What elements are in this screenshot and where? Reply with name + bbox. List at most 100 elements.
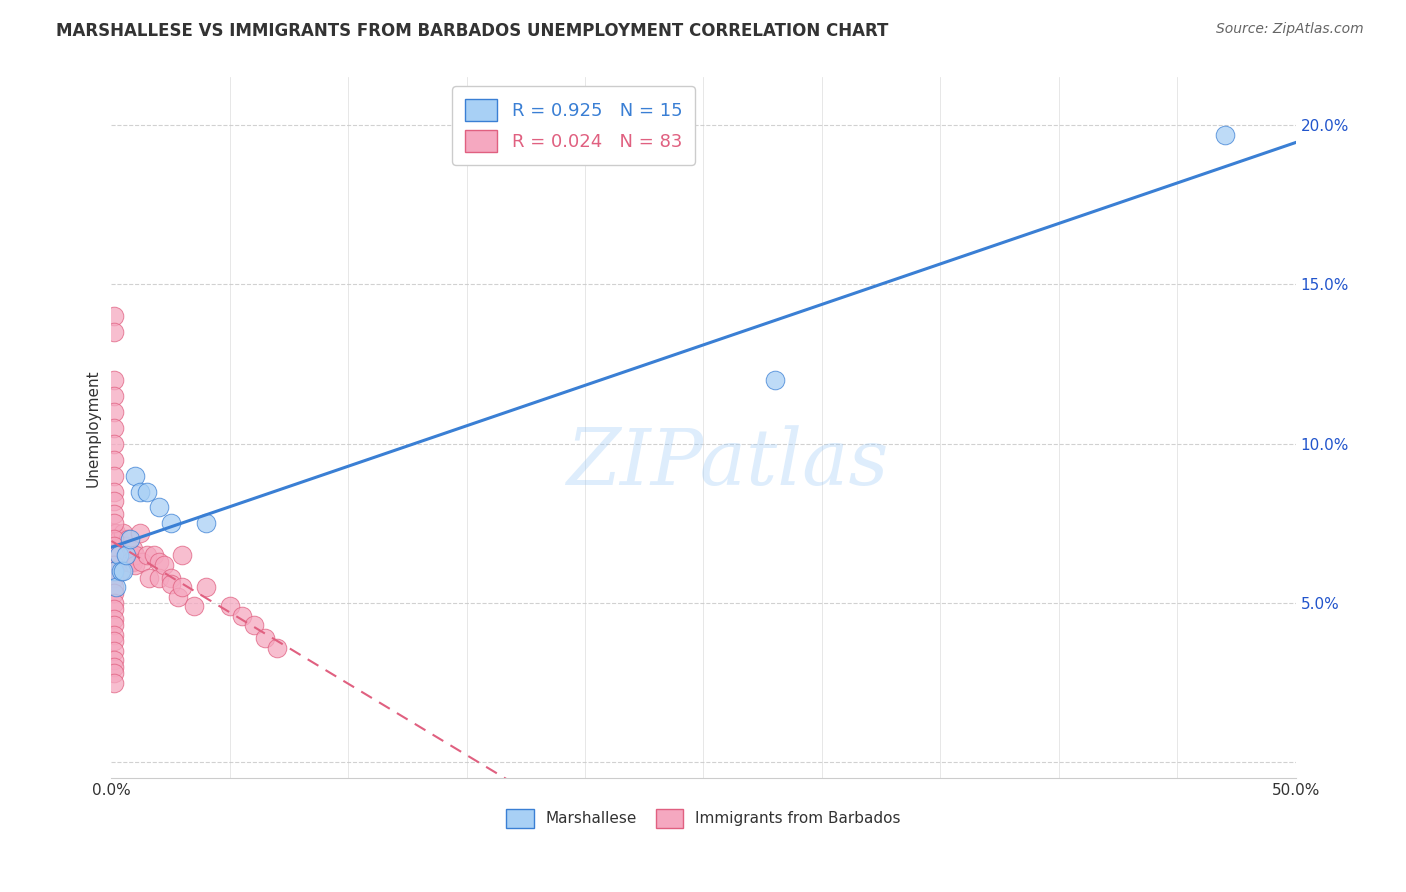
Point (107, 539, 129, 553)
Point (105, 525, 128, 540)
Text: Source: ZipAtlas.com: Source: ZipAtlas.com (1216, 22, 1364, 37)
Point (143, 548, 166, 562)
Point (103, 644, 125, 658)
Point (112, 564, 135, 578)
Point (103, 570, 125, 584)
Point (103, 548, 125, 562)
Point (112, 525, 135, 540)
Point (103, 564, 125, 578)
Point (218, 599, 240, 614)
Point (195, 580, 218, 594)
Point (103, 373, 125, 387)
Point (103, 436, 125, 450)
Point (120, 548, 142, 562)
Point (136, 484, 159, 499)
Point (103, 494, 125, 508)
Point (159, 516, 181, 531)
Point (103, 653, 125, 667)
Point (103, 421, 125, 435)
Text: ZIPatlas: ZIPatlas (567, 425, 889, 501)
Point (103, 525, 125, 540)
Point (148, 500, 170, 515)
Point (103, 548, 125, 562)
Point (103, 602, 125, 616)
Point (103, 468, 125, 483)
Point (152, 558, 174, 572)
Point (105, 539, 128, 553)
Text: MARSHALLESE VS IMMIGRANTS FROM BARBADOS UNEMPLOYMENT CORRELATION CHART: MARSHALLESE VS IMMIGRANTS FROM BARBADOS … (56, 22, 889, 40)
Point (120, 533, 142, 547)
Point (114, 548, 136, 562)
Point (107, 555, 129, 569)
Point (107, 548, 129, 562)
Point (242, 618, 264, 632)
Point (105, 548, 128, 562)
Point (128, 484, 150, 499)
Legend: Marshallese, Immigrants from Barbados: Marshallese, Immigrants from Barbados (501, 803, 907, 834)
Point (103, 564, 125, 578)
Point (103, 675, 125, 690)
Point (231, 608, 253, 623)
Point (172, 580, 194, 594)
Point (148, 570, 170, 584)
Point (114, 548, 136, 562)
Point (103, 405, 125, 419)
Point (103, 586, 125, 600)
Point (121, 555, 143, 569)
Point (105, 533, 128, 547)
Point (103, 666, 125, 681)
Point (105, 580, 128, 594)
Point (107, 533, 129, 547)
Point (131, 555, 153, 569)
Point (117, 533, 139, 547)
Point (117, 541, 139, 556)
Point (112, 555, 135, 569)
Point (114, 539, 136, 553)
Point (128, 525, 150, 540)
Y-axis label: Unemployment: Unemployment (86, 369, 100, 487)
Point (103, 452, 125, 467)
Point (266, 640, 288, 655)
Point (120, 555, 142, 569)
Point (110, 548, 132, 562)
Point (148, 555, 170, 569)
Point (763, 373, 786, 387)
Point (110, 564, 132, 578)
Point (103, 484, 125, 499)
Point (103, 516, 125, 531)
Point (159, 577, 181, 591)
Point (110, 564, 132, 578)
Point (183, 599, 205, 614)
Point (103, 618, 125, 632)
Point (103, 596, 125, 610)
Point (105, 555, 128, 569)
Point (107, 548, 129, 562)
Point (103, 558, 125, 572)
Point (166, 590, 188, 604)
Point (159, 570, 181, 584)
Point (138, 570, 160, 584)
Point (103, 310, 125, 324)
Point (124, 548, 146, 562)
Point (103, 580, 125, 594)
Point (103, 533, 125, 547)
Point (254, 631, 277, 645)
Point (103, 659, 125, 673)
Point (107, 564, 129, 578)
Point (124, 558, 146, 572)
Point (103, 634, 125, 648)
Point (103, 507, 125, 521)
Point (172, 548, 194, 562)
Point (121, 541, 143, 556)
Point (103, 389, 125, 403)
Point (103, 539, 125, 553)
Point (103, 533, 125, 547)
Point (103, 612, 125, 626)
Point (110, 539, 132, 553)
Point (195, 516, 218, 531)
Point (103, 539, 125, 553)
Point (103, 628, 125, 642)
Point (124, 468, 146, 483)
Point (1213, 128, 1236, 142)
Point (112, 539, 135, 553)
